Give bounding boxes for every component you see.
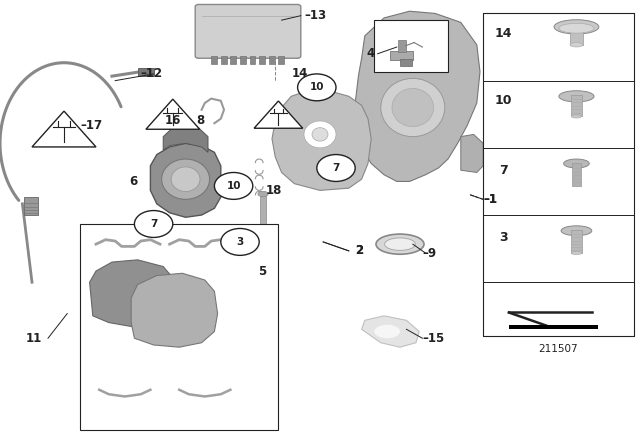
Text: 10: 10 bbox=[227, 181, 241, 191]
Ellipse shape bbox=[561, 226, 592, 236]
Polygon shape bbox=[355, 11, 480, 181]
Text: 10: 10 bbox=[310, 82, 324, 92]
Bar bbox=[138, 68, 154, 76]
Polygon shape bbox=[146, 99, 200, 129]
Text: 7: 7 bbox=[332, 163, 340, 173]
Polygon shape bbox=[90, 260, 173, 327]
Polygon shape bbox=[131, 273, 218, 347]
Bar bbox=[230, 56, 236, 64]
Text: 4: 4 bbox=[366, 47, 374, 60]
Text: 16: 16 bbox=[164, 114, 181, 128]
Text: –1: –1 bbox=[483, 193, 497, 206]
Ellipse shape bbox=[258, 191, 268, 197]
Ellipse shape bbox=[381, 78, 445, 137]
Circle shape bbox=[221, 228, 259, 255]
Ellipse shape bbox=[161, 159, 210, 199]
Bar bbox=[570, 26, 583, 45]
Bar bbox=[390, 51, 413, 60]
Polygon shape bbox=[362, 316, 419, 347]
Bar bbox=[80, 224, 278, 430]
Ellipse shape bbox=[312, 128, 328, 141]
Circle shape bbox=[298, 74, 336, 101]
Circle shape bbox=[134, 211, 173, 237]
Bar bbox=[374, 20, 448, 72]
Ellipse shape bbox=[385, 238, 415, 250]
Bar bbox=[269, 56, 275, 64]
Bar bbox=[509, 325, 598, 329]
Ellipse shape bbox=[572, 115, 582, 118]
Bar bbox=[572, 95, 582, 116]
Bar bbox=[483, 13, 634, 336]
Text: –12: –12 bbox=[141, 67, 163, 81]
Text: 5: 5 bbox=[259, 264, 266, 278]
Bar bbox=[259, 56, 265, 64]
Bar bbox=[398, 40, 406, 52]
Ellipse shape bbox=[304, 121, 336, 148]
Text: 8: 8 bbox=[196, 114, 205, 128]
Bar bbox=[24, 197, 38, 215]
Text: 211507: 211507 bbox=[539, 345, 578, 354]
Polygon shape bbox=[254, 101, 303, 128]
Ellipse shape bbox=[374, 325, 400, 338]
Ellipse shape bbox=[392, 89, 434, 127]
Ellipse shape bbox=[570, 43, 583, 47]
Ellipse shape bbox=[172, 167, 200, 192]
Text: 11: 11 bbox=[26, 332, 42, 345]
Text: 10: 10 bbox=[495, 94, 513, 108]
Bar bbox=[211, 56, 217, 64]
Text: 3: 3 bbox=[499, 231, 508, 244]
Text: –15: –15 bbox=[422, 332, 445, 345]
Text: –17: –17 bbox=[80, 119, 102, 132]
Text: 2: 2 bbox=[355, 244, 364, 258]
Circle shape bbox=[214, 172, 253, 199]
Text: –9: –9 bbox=[422, 246, 436, 260]
Circle shape bbox=[317, 155, 355, 181]
Polygon shape bbox=[150, 143, 221, 217]
Bar bbox=[221, 56, 227, 64]
Ellipse shape bbox=[559, 23, 594, 33]
Bar bbox=[240, 56, 246, 64]
Ellipse shape bbox=[559, 90, 594, 102]
Polygon shape bbox=[461, 134, 483, 172]
Bar bbox=[278, 56, 284, 64]
Bar bbox=[572, 163, 581, 186]
Polygon shape bbox=[32, 111, 96, 147]
Bar bbox=[572, 230, 582, 253]
Text: 14: 14 bbox=[291, 67, 308, 81]
Text: 7: 7 bbox=[499, 164, 508, 177]
Text: 2: 2 bbox=[355, 244, 364, 258]
Text: –1: –1 bbox=[483, 193, 497, 206]
Text: –13: –13 bbox=[304, 9, 326, 22]
Ellipse shape bbox=[376, 234, 424, 254]
Polygon shape bbox=[163, 128, 208, 152]
Ellipse shape bbox=[564, 159, 589, 168]
Text: 3: 3 bbox=[236, 237, 244, 247]
Bar bbox=[400, 59, 412, 66]
Bar bbox=[260, 193, 266, 224]
Text: 7: 7 bbox=[150, 219, 157, 229]
Text: 6: 6 bbox=[129, 175, 138, 188]
Bar bbox=[250, 56, 255, 64]
Text: 14: 14 bbox=[495, 27, 513, 40]
Text: 18: 18 bbox=[266, 184, 282, 197]
Polygon shape bbox=[272, 90, 371, 190]
Ellipse shape bbox=[554, 20, 599, 34]
FancyBboxPatch shape bbox=[195, 4, 301, 58]
Ellipse shape bbox=[572, 252, 582, 254]
